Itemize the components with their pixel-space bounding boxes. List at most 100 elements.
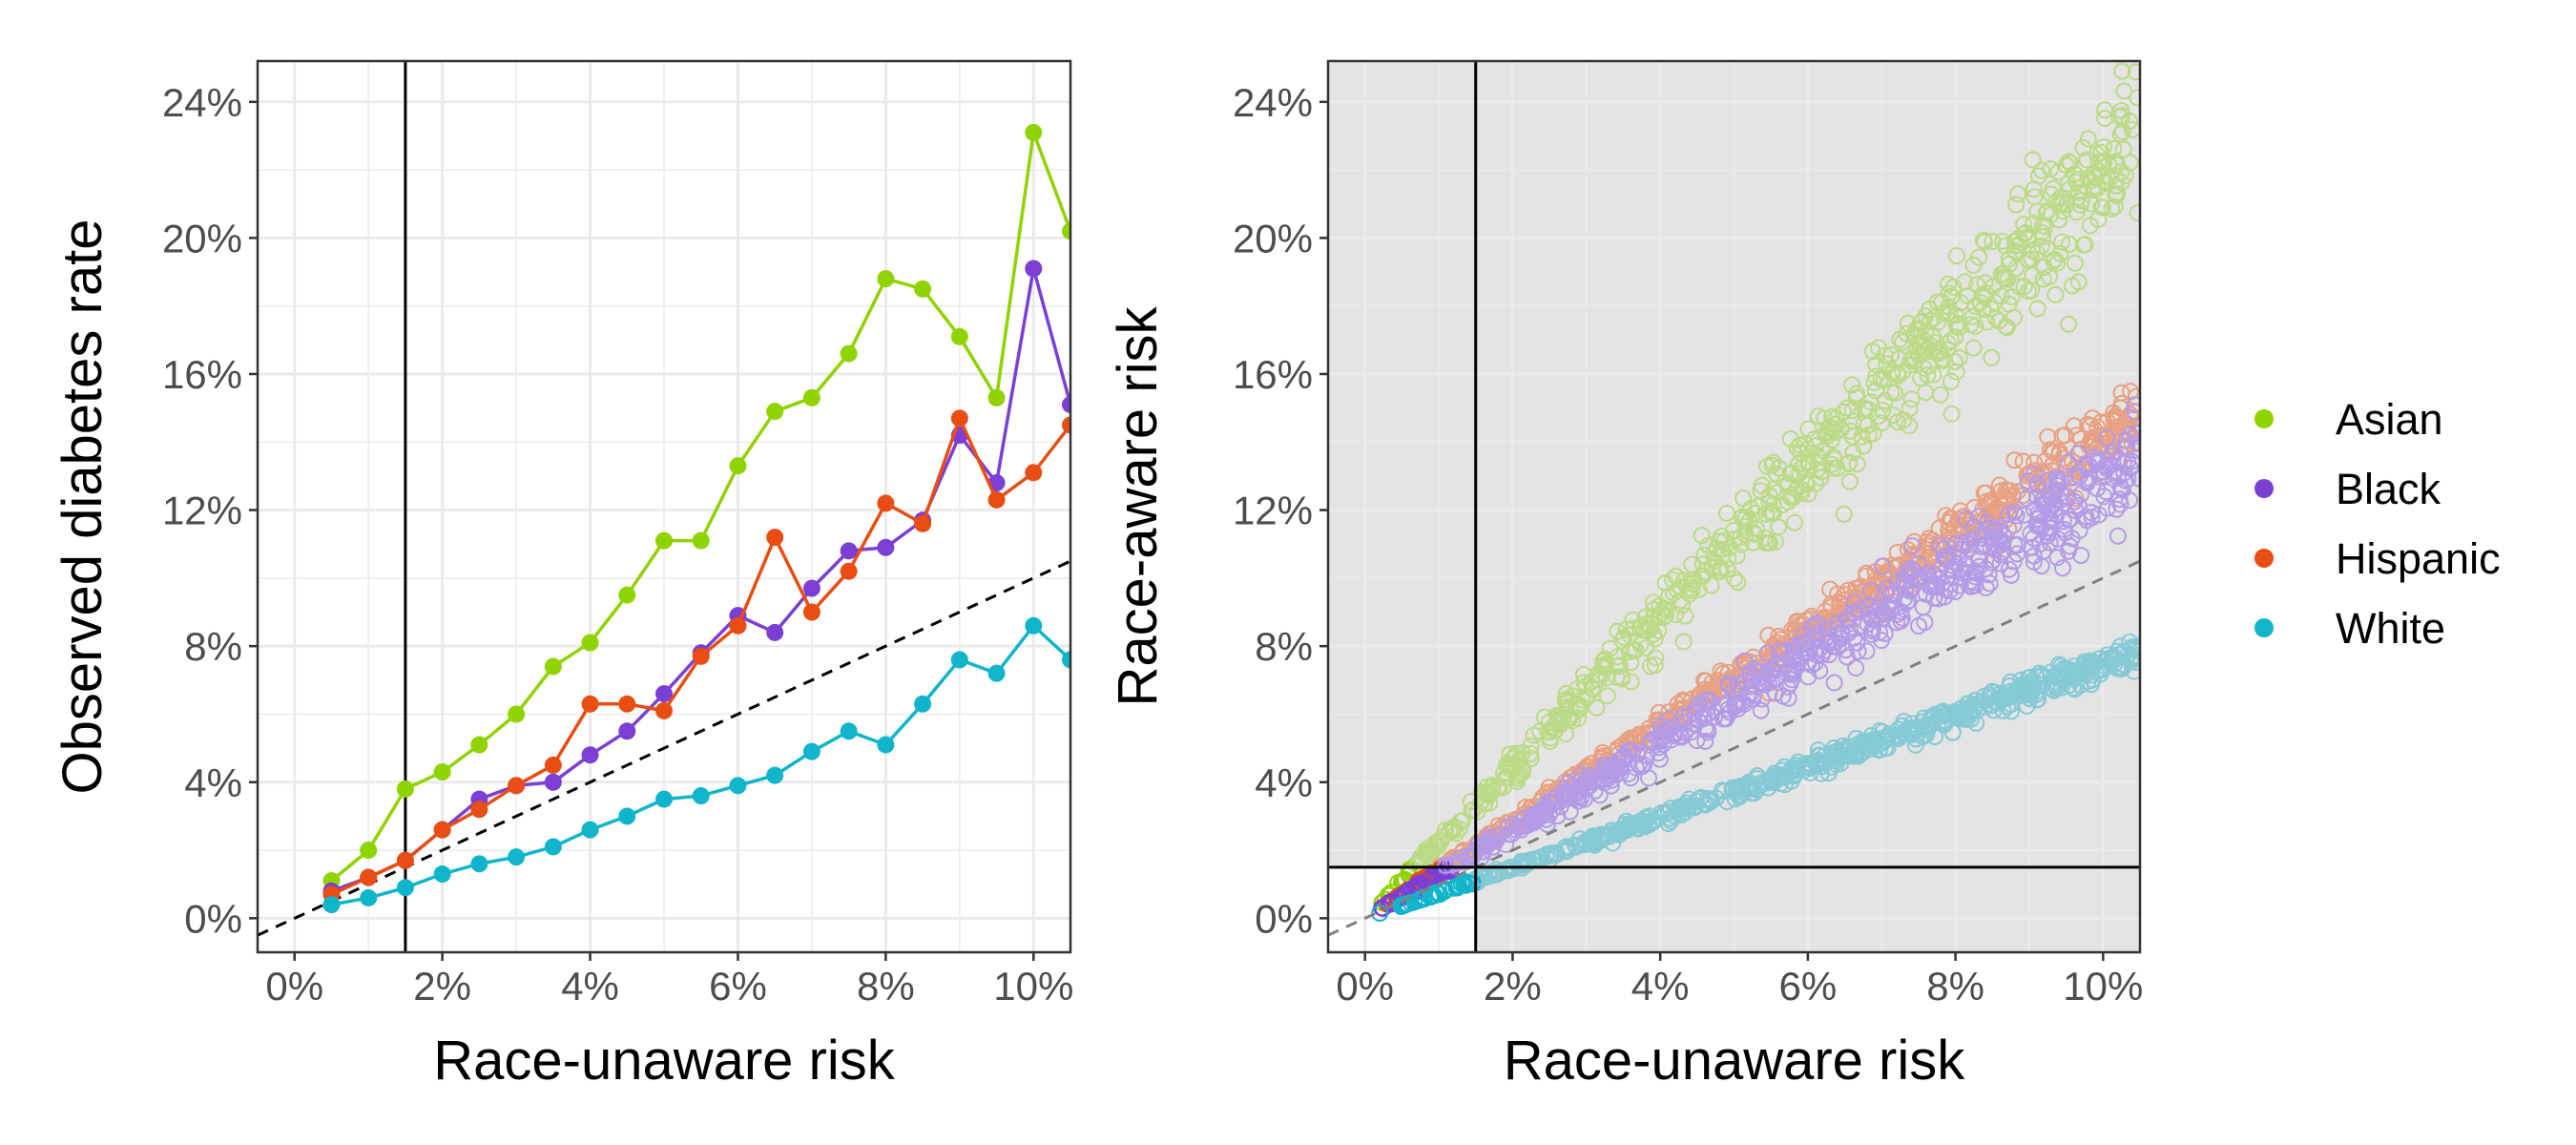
scatter-point-black (1991, 554, 2009, 572)
data-point-white (729, 777, 747, 795)
legend-label-hispanic: Hispanic (2336, 534, 2501, 583)
scatter-point-asian (1799, 485, 1818, 503)
scatter-point-white (1943, 723, 1962, 741)
scatter-point-black (1900, 592, 1918, 610)
scatter-point-asian (2037, 204, 2055, 222)
data-point-asian (618, 586, 636, 604)
scatter-point-asian (1693, 555, 1712, 573)
data-point-hispanic (729, 616, 747, 635)
scatter-point-black (1970, 557, 1988, 575)
data-point-hispanic (766, 529, 784, 547)
scatter-point-asian (1712, 562, 1730, 580)
scatter-point-asian (2043, 185, 2060, 203)
data-point-white (433, 865, 451, 884)
scatter-point-black (1437, 856, 1455, 874)
scatter-point-black (1991, 546, 2009, 564)
scatter-point-asian (1559, 691, 1577, 709)
left-plot-border (256, 59, 1072, 954)
scatter-point-hispanic (2100, 426, 2118, 444)
scatter-point-asian (1612, 668, 1631, 686)
data-point-white (1025, 616, 1043, 635)
scatter-point-black (2005, 516, 2023, 534)
data-point-white (618, 807, 636, 825)
scatter-point-black (1919, 565, 1937, 583)
scatter-point-black (2067, 502, 2085, 520)
y-tick-label: 0% (1255, 896, 1313, 941)
scatter-point-asian (2106, 198, 2124, 216)
scatter-point-asian (1976, 233, 1994, 251)
scatter-point-asian (1615, 629, 1633, 646)
scatter-point-asian (1889, 413, 1907, 431)
data-point-hispanic (470, 801, 488, 819)
scatter-point-asian (2012, 234, 2030, 252)
scatter-point-black (1781, 661, 1798, 679)
scatter-point-asian (1938, 304, 1956, 323)
scatter-point-asian (1736, 509, 1755, 526)
scatter-point-asian (2035, 259, 2053, 276)
scatter-point-asian (2042, 160, 2060, 177)
scatter-point-asian (1644, 593, 1662, 612)
scatter-point-black (1696, 732, 1714, 750)
scatter-point-black (1761, 661, 1779, 679)
scatter-point-black (2059, 453, 2077, 471)
scatter-point-asian (1867, 367, 1885, 385)
scatter-point-asian (1559, 710, 1577, 728)
data-point-asian (1062, 222, 1070, 240)
scatter-point-asian (1409, 855, 1427, 873)
scatter-point-white (1741, 777, 1759, 795)
scatter-point-white (1983, 682, 2001, 700)
scatter-point-white (1680, 790, 1698, 808)
scatter-point-asian (1763, 456, 1781, 474)
scatter-point-black (2108, 500, 2126, 518)
scatter-point-black (1966, 576, 1984, 594)
scatter-point-asian (2074, 138, 2092, 156)
x-tick-label: 0% (265, 964, 323, 1009)
scatter-point-black (2126, 396, 2140, 414)
scatter-point-asian (1693, 567, 1711, 585)
scatter-point-asian (2028, 300, 2046, 318)
scatter-point-asian (1939, 334, 1957, 352)
data-point-hispanic (877, 494, 895, 512)
data-point-hispanic (1025, 464, 1043, 482)
scatter-point-asian (1472, 793, 1490, 810)
scatter-point-black (1759, 674, 1777, 692)
scatter-point-asian (1940, 284, 1958, 302)
scatter-point-asian (1940, 275, 1957, 293)
scatter-point-asian (1835, 505, 1853, 523)
scatter-point-white (1783, 762, 1801, 781)
scatter-point-asian (2113, 62, 2131, 80)
right-chart: 0% 2% 4% 6% 8% 10% 0% 4% 8% 12% 16% 20% 24% Race-una… (1107, 59, 2143, 1092)
x-tick-label: 8% (1926, 964, 1984, 1009)
scatter-point-white (1571, 836, 1589, 854)
scatter-point-black (1797, 634, 1814, 652)
scatter-series-white (1371, 633, 2140, 922)
scatter-point-asian (2088, 145, 2106, 163)
scatter-point-asian (2108, 177, 2125, 195)
data-point-white (396, 879, 414, 897)
left-axes: 0% 2% 4% 6% 8% 10% 0% 4% 8% 12% 16% 20% 24% (162, 80, 1073, 1009)
scatter-point-black (1654, 735, 1672, 753)
data-point-white (840, 722, 858, 740)
legend-swatch-white (2254, 618, 2274, 637)
scatter-point-asian (2020, 230, 2038, 248)
scatter-point-black (2005, 552, 2023, 571)
scatter-point-black (1888, 614, 1906, 632)
data-point-asian (508, 705, 526, 723)
y-tick-label: 0% (184, 896, 242, 941)
scatter-point-black (1701, 692, 1719, 710)
data-point-hispanic (655, 701, 673, 719)
scatter-point-asian (1636, 608, 1654, 626)
scatter-point-black (1847, 659, 1865, 677)
scatter-point-black (1990, 522, 2008, 540)
scatter-point-black (2072, 547, 2090, 565)
scatter-point-black (2094, 463, 2112, 481)
scatter-point-asian (1653, 604, 1671, 622)
scatter-point-asian (2087, 169, 2105, 187)
data-point-white (470, 855, 488, 873)
scatter-point-hispanic (1821, 580, 1839, 598)
scatter-point-asian (1800, 457, 1818, 475)
scatter-point-white (1509, 856, 1527, 874)
scatter-point-asian (1956, 273, 1974, 291)
scatter-point-black (1837, 641, 1855, 659)
